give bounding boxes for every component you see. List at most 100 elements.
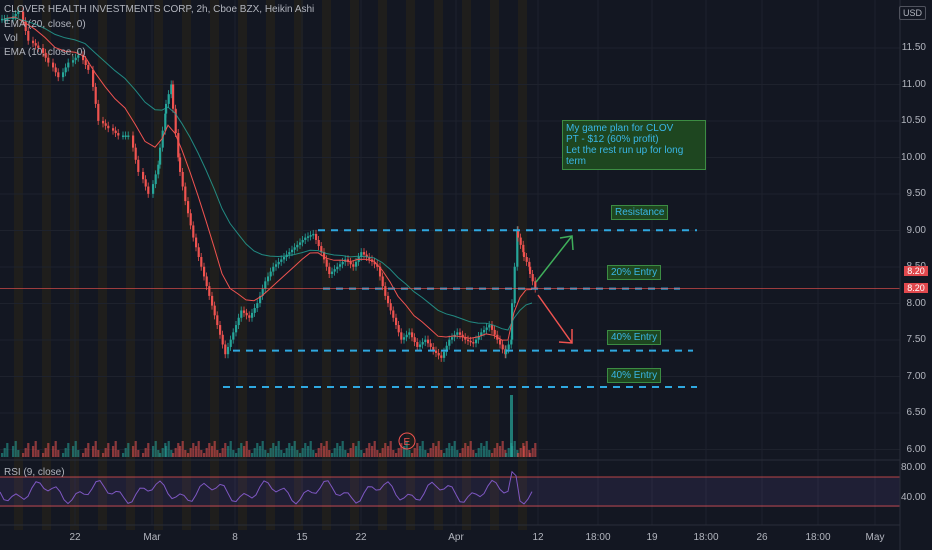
candle-body <box>522 244 525 253</box>
candle-body <box>221 334 224 345</box>
candle-body <box>184 186 187 202</box>
volume-bar <box>124 448 127 457</box>
volume-bar <box>304 443 307 457</box>
volume-bar <box>483 446 486 457</box>
volume-bar <box>235 453 238 457</box>
volume-bar <box>477 448 480 457</box>
session-band <box>210 0 219 530</box>
candle-body <box>84 60 87 66</box>
rsi-tick-80: 80.00 <box>900 462 926 473</box>
candle-body <box>232 332 235 340</box>
volume-bar <box>181 441 184 457</box>
time-tick: 19 <box>646 532 658 543</box>
volume-bar <box>165 446 168 457</box>
candle-body <box>501 344 504 350</box>
volume-bar <box>134 441 137 457</box>
volume-bar <box>379 453 382 457</box>
candle-body <box>269 271 272 277</box>
candle-body <box>392 310 395 318</box>
volume-bar <box>421 441 424 457</box>
session-band <box>126 0 135 530</box>
volume-bar <box>285 448 288 457</box>
volume-bar <box>464 443 467 457</box>
candle-body <box>315 233 318 240</box>
candle-body <box>157 164 160 175</box>
symbol-title[interactable]: CLOVER HEALTH INVESTMENTS CORP, 2h, Cboe… <box>4 4 315 15</box>
volume-bar <box>519 448 522 457</box>
volume-bar <box>172 453 175 457</box>
volume-bar <box>189 448 192 457</box>
candle-body <box>272 266 275 272</box>
volume-bar <box>288 443 291 457</box>
session-band <box>518 0 527 530</box>
candle-body <box>309 235 312 237</box>
volume-bar <box>107 443 110 457</box>
session-band <box>182 0 191 530</box>
volume-bar <box>267 453 270 457</box>
volume-bar <box>224 443 227 457</box>
volume-bar <box>472 450 475 457</box>
rsi-legend[interactable]: RSI (9, close) <box>4 467 65 478</box>
volume-bar <box>443 453 446 457</box>
game-plan-note[interactable]: My game plan for CLOV PT - $12 (60% prof… <box>562 120 706 170</box>
volume-bar <box>208 443 211 457</box>
candle-body <box>304 237 307 240</box>
session-band <box>154 0 163 530</box>
candle-body <box>528 261 531 267</box>
candle-body <box>264 281 267 289</box>
volume-bar <box>12 446 15 457</box>
candle-body <box>323 252 326 260</box>
price-tick: 6.50 <box>906 407 926 418</box>
candle-body <box>293 247 296 250</box>
volume-bar <box>152 446 155 457</box>
volume-bar <box>57 450 60 457</box>
candle-body <box>341 261 344 265</box>
entry-20-label[interactable]: 20% Entry <box>607 265 662 280</box>
volume-spike <box>510 395 513 457</box>
entry-40a-label[interactable]: 40% Entry <box>607 330 662 345</box>
entry-40b-label[interactable]: 40% Entry <box>607 368 662 383</box>
volume-bar <box>344 450 347 457</box>
last-price-tag: 8.20 <box>904 266 928 276</box>
candle-body <box>243 310 246 313</box>
candle-body <box>360 252 363 258</box>
candle-body <box>34 43 37 46</box>
ema20-legend[interactable]: EMA (20, close, 0) <box>4 19 86 30</box>
volume-bar <box>301 448 304 457</box>
volume-bar <box>127 443 130 457</box>
vol-legend[interactable]: Vol <box>4 33 18 44</box>
volume-bar <box>184 450 187 457</box>
candle-body <box>44 52 47 58</box>
candle-body <box>17 11 20 14</box>
candle-body <box>389 303 392 311</box>
time-tick: Mar <box>143 532 161 543</box>
candle-body <box>167 94 170 104</box>
candle-body <box>291 249 294 253</box>
candle-body <box>54 67 57 73</box>
candle-body <box>280 259 283 262</box>
volume-bar <box>237 448 240 457</box>
volume-bar <box>34 441 37 457</box>
candle-body <box>523 252 526 258</box>
volume-bar <box>74 441 77 457</box>
rsi-band <box>0 477 900 507</box>
currency-badge[interactable]: USD <box>898 6 926 20</box>
candle-body <box>427 339 430 344</box>
candle-body <box>62 72 65 78</box>
ema10-legend[interactable]: EMA (10, close, 0) <box>4 47 86 58</box>
volume-bar <box>219 453 222 457</box>
resistance-label[interactable]: Resistance <box>611 205 669 220</box>
candle-body <box>445 345 448 352</box>
candle-body <box>235 325 238 333</box>
volume-bar <box>197 441 200 457</box>
candle-body <box>317 239 320 247</box>
candle-body <box>507 344 510 350</box>
volume-bar <box>97 450 100 457</box>
volume-bar <box>349 448 352 457</box>
candle-body <box>132 135 135 148</box>
candle-body <box>352 264 355 267</box>
candle-body <box>181 171 184 187</box>
candle-body <box>437 353 440 356</box>
volume-bar <box>505 453 508 457</box>
